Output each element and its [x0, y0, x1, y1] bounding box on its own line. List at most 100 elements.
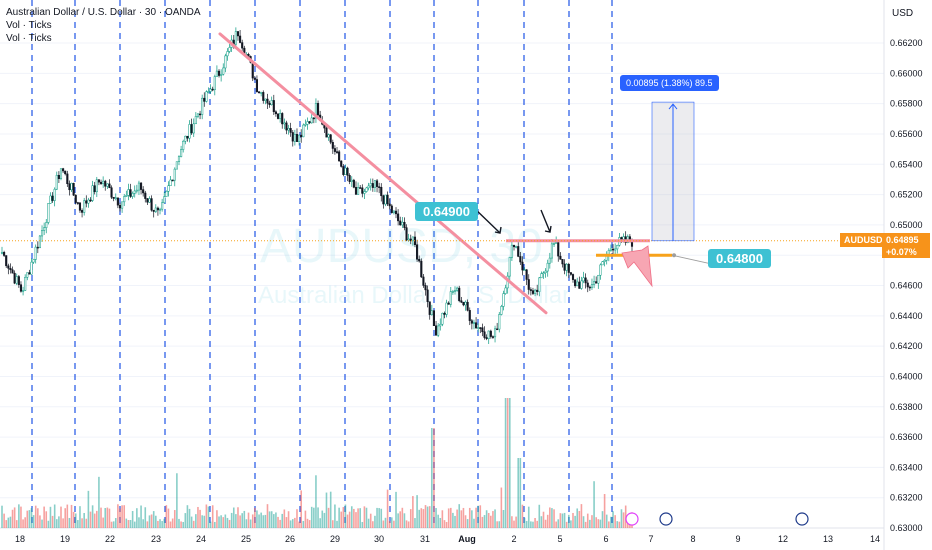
- volume-bar: [55, 519, 58, 528]
- y-tick-label: 0.65200: [890, 190, 923, 200]
- candle: [586, 282, 589, 288]
- candle: [593, 281, 596, 285]
- candle: [531, 290, 535, 294]
- candle: [3, 252, 6, 256]
- label-064900[interactable]: 0.64900: [415, 202, 478, 221]
- event-icon[interactable]: [659, 512, 673, 526]
- symbol-title[interactable]: Australian Dollar / U.S. Dollar · 30 · O…: [6, 7, 201, 18]
- candle: [291, 132, 294, 142]
- volume-bar: [382, 520, 385, 528]
- label-064800[interactable]: 0.64800: [708, 249, 771, 268]
- candle: [201, 97, 204, 115]
- candle: [87, 199, 90, 204]
- y-tick-label: 0.66000: [890, 68, 923, 78]
- candle: [30, 261, 33, 275]
- candle: [239, 35, 242, 43]
- volume-bar: [146, 521, 149, 528]
- volume-bar: [273, 514, 275, 528]
- candle: [165, 191, 168, 197]
- candle: [399, 220, 402, 226]
- volume-bar: [300, 490, 302, 528]
- volume-bar: [390, 517, 393, 528]
- volume-bar: [527, 506, 530, 528]
- bearish-arrow[interactable]: [621, 245, 653, 288]
- volume-bar: [93, 513, 96, 528]
- volume-bar: [494, 509, 496, 528]
- candle: [616, 245, 619, 250]
- measure-label[interactable]: 0.00895 (1.38%) 89.5: [620, 75, 719, 91]
- volume-bar: [534, 518, 536, 528]
- pointer-arrow[interactable]: [540, 209, 551, 233]
- volume-bar: [481, 516, 484, 528]
- candle: [7, 265, 10, 269]
- volume-bar: [473, 518, 475, 528]
- volume-bar: [260, 512, 262, 528]
- volume-bar: [68, 517, 71, 528]
- volume-bar: [182, 521, 185, 528]
- y-tick-label: 0.64000: [890, 371, 923, 381]
- candle: [203, 97, 206, 102]
- volume-bar: [563, 512, 566, 528]
- candle: [546, 262, 549, 272]
- volume-bar: [125, 518, 128, 528]
- volume-bar: [458, 504, 461, 528]
- volume-bar: [11, 509, 14, 528]
- candle: [47, 203, 50, 223]
- candle: [569, 272, 572, 275]
- candle: [104, 180, 107, 187]
- volume-bar: [131, 511, 134, 528]
- volume-bar: [367, 518, 370, 528]
- candle: [308, 121, 311, 124]
- volume-bar: [388, 521, 391, 528]
- candle: [24, 276, 27, 291]
- candle: [11, 269, 14, 274]
- volume-bar: [348, 511, 351, 528]
- candle: [112, 196, 115, 199]
- y-tick-label: 0.63000: [890, 523, 923, 533]
- current-price-tag[interactable]: AUDUSD 0.64895 +0.07%: [840, 233, 930, 258]
- volume-bar: [144, 507, 147, 528]
- candle: [338, 151, 341, 162]
- volume-bar: [220, 515, 222, 528]
- volume-bar: [49, 506, 52, 528]
- volume-bar: [43, 506, 45, 528]
- volume-bar: [296, 509, 298, 528]
- volume-bar: [85, 518, 88, 528]
- volume-indicator-1[interactable]: Vol · Ticks: [6, 20, 52, 31]
- volume-bar: [336, 520, 338, 528]
- candle: [293, 134, 296, 142]
- y-tick-label: 0.63200: [890, 493, 923, 503]
- candle: [270, 100, 273, 105]
- candle: [565, 263, 568, 271]
- volume-bar: [264, 514, 267, 528]
- volume-bar: [121, 505, 123, 528]
- volume-bar: [249, 519, 252, 528]
- volume-bar: [39, 515, 41, 528]
- volume-bar: [20, 506, 22, 528]
- candle: [458, 287, 461, 301]
- volume-indicator-2[interactable]: Vol · Ticks: [6, 33, 52, 44]
- volume-bar: [595, 517, 597, 528]
- candle: [255, 79, 258, 92]
- event-icon[interactable]: [625, 512, 639, 526]
- symbol-tag: AUDUSD: [840, 233, 887, 247]
- event-icon[interactable]: [795, 512, 809, 526]
- y-tick-label: 0.65000: [890, 220, 923, 230]
- candle: [262, 92, 265, 101]
- candle: [53, 188, 56, 201]
- candle: [283, 122, 286, 125]
- volume-bar: [254, 507, 256, 528]
- candle: [161, 202, 164, 210]
- y-tick-label: 0.64200: [890, 341, 923, 351]
- volume-bar: [91, 505, 94, 528]
- downtrend-line[interactable]: [218, 32, 548, 315]
- volume-bar: [610, 516, 612, 528]
- candle: [344, 167, 347, 175]
- volume-bar: [79, 506, 81, 528]
- x-tick-label: 30: [374, 534, 384, 544]
- volume-bar: [207, 506, 210, 528]
- volume-bar: [380, 508, 383, 528]
- volume-bar: [525, 520, 528, 528]
- watermark-name: Australian Dollar / U.S. Dollar: [258, 282, 570, 309]
